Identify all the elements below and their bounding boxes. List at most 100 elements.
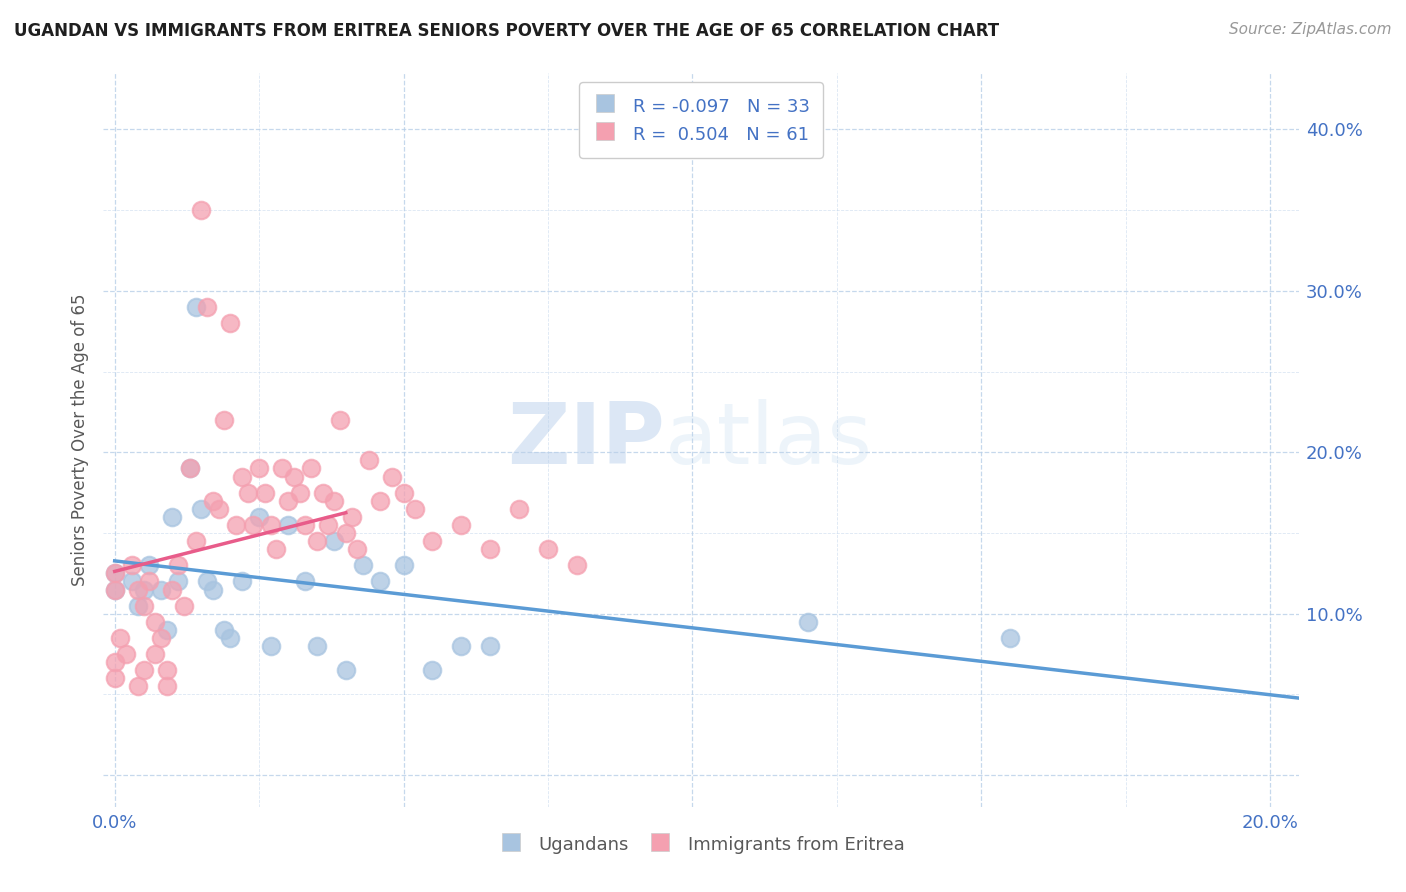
Point (370, 493, 392, 508)
Point (392, 485, 415, 500)
Point (214, 623, 236, 637)
Point (260, 518, 283, 533)
Point (277, 493, 299, 508)
Point (149, 582, 172, 597)
Point (247, 509, 270, 524)
Point (127, 679, 149, 693)
Point (179, 461, 201, 475)
Point (143, 647, 166, 661)
Point (294, 574, 316, 589)
Legend: Ugandans, Immigrants from Eritrea: Ugandans, Immigrants from Eritrea (488, 824, 914, 864)
Point (450, 639, 472, 653)
Point (305, 639, 328, 653)
Point (323, 493, 346, 508)
Point (184, 300, 207, 314)
Point (277, 518, 299, 533)
Point (253, 485, 276, 500)
Point (352, 558, 374, 573)
Point (156, 623, 179, 637)
Point (797, 615, 820, 629)
Point (214, 413, 236, 427)
Point (266, 542, 288, 557)
Point (201, 582, 224, 597)
Point (190, 501, 212, 516)
Point (104, 582, 127, 597)
Point (422, 534, 444, 549)
Point (271, 461, 294, 475)
Point (195, 574, 218, 589)
Point (346, 542, 368, 557)
Point (479, 542, 502, 557)
Point (247, 461, 270, 475)
Point (162, 509, 184, 524)
Point (127, 599, 149, 613)
Point (370, 574, 392, 589)
Point (110, 631, 132, 645)
Point (195, 300, 218, 314)
Point (104, 671, 127, 685)
Point (143, 615, 166, 629)
Point (260, 639, 283, 653)
Point (208, 501, 231, 516)
Point (335, 663, 357, 677)
Point (190, 203, 212, 218)
Point (450, 518, 472, 533)
Point (138, 574, 160, 589)
Point (392, 558, 415, 573)
Point (115, 647, 138, 661)
Point (329, 413, 352, 427)
Point (998, 631, 1021, 645)
Point (219, 316, 242, 330)
Text: ZIP: ZIP (508, 399, 665, 482)
Point (565, 558, 588, 573)
Point (479, 639, 502, 653)
Point (132, 599, 155, 613)
Y-axis label: Seniors Poverty Over the Age of 65: Seniors Poverty Over the Age of 65 (72, 294, 89, 586)
Point (184, 534, 207, 549)
Point (156, 663, 179, 677)
Point (127, 582, 149, 597)
Point (340, 509, 363, 524)
Point (132, 663, 155, 677)
Point (236, 485, 259, 500)
Point (104, 582, 127, 597)
Text: atlas: atlas (665, 399, 873, 482)
Point (104, 655, 127, 669)
Point (381, 469, 404, 483)
Point (104, 566, 127, 581)
Point (537, 542, 560, 557)
Point (132, 582, 155, 597)
Point (242, 518, 264, 533)
Point (167, 558, 190, 573)
Text: Source: ZipAtlas.com: Source: ZipAtlas.com (1229, 22, 1392, 37)
Point (231, 469, 253, 483)
Point (335, 526, 357, 541)
Point (283, 469, 305, 483)
Point (138, 558, 160, 573)
Point (404, 501, 426, 516)
Point (162, 582, 184, 597)
Point (305, 534, 328, 549)
Point (104, 566, 127, 581)
Point (323, 534, 346, 549)
Point (299, 461, 322, 475)
Point (318, 518, 340, 533)
Point (173, 599, 195, 613)
Point (121, 574, 143, 589)
Point (156, 679, 179, 693)
Point (311, 485, 333, 500)
Point (179, 461, 201, 475)
Point (288, 485, 311, 500)
Text: UGANDAN VS IMMIGRANTS FROM ERITREA SENIORS POVERTY OVER THE AGE OF 65 CORRELATIO: UGANDAN VS IMMIGRANTS FROM ERITREA SENIO… (14, 22, 1000, 40)
Point (201, 493, 224, 508)
Point (149, 631, 172, 645)
Point (294, 518, 316, 533)
Point (121, 558, 143, 573)
Point (357, 453, 380, 467)
Point (508, 501, 530, 516)
Point (219, 631, 242, 645)
Point (231, 574, 253, 589)
Point (422, 663, 444, 677)
Point (225, 518, 247, 533)
Point (167, 574, 190, 589)
